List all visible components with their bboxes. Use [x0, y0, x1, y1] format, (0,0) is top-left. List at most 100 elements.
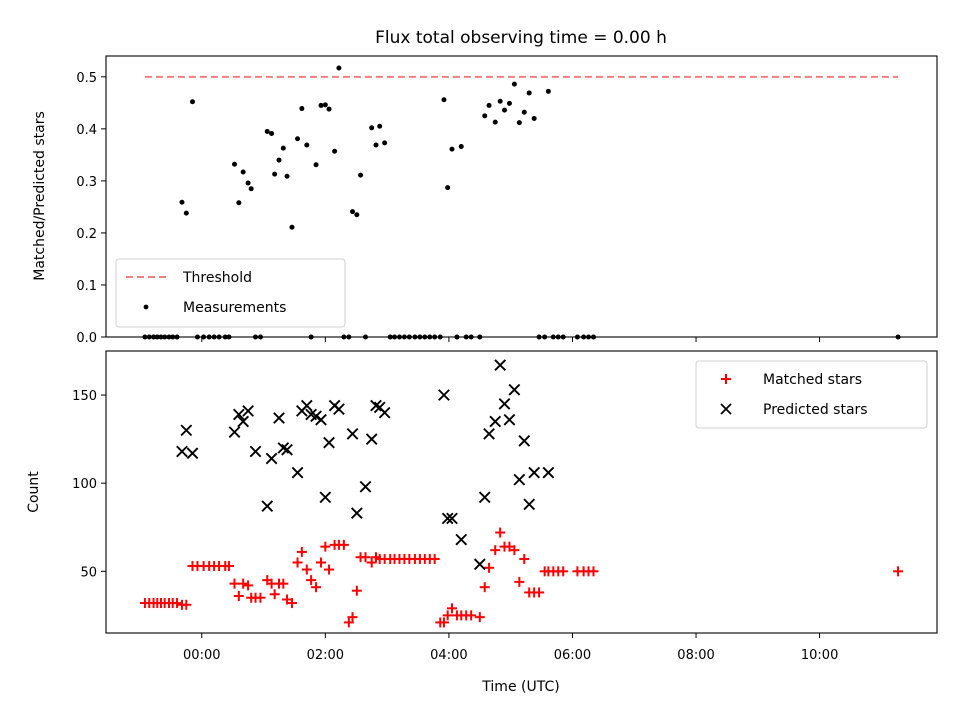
predicted-star-marker	[261, 500, 274, 512]
matched-star-marker	[172, 598, 183, 609]
top-y-tick-label: 0.1	[76, 279, 97, 294]
matched-star-marker	[514, 576, 525, 587]
predicted-star-marker	[273, 412, 285, 424]
measurement-point	[482, 113, 488, 119]
measurement-point	[369, 125, 375, 131]
matched-star-marker	[238, 578, 249, 589]
measurement-point	[284, 173, 290, 179]
bottom-y-axis: 50 100 150	[72, 389, 106, 580]
matched-star-marker	[338, 539, 349, 550]
matched-star-marker	[588, 566, 599, 577]
measurement-point	[492, 119, 498, 125]
top-y-axis: 0.0 0.1 0.2 0.3 0.4 0.5	[76, 71, 106, 346]
measurement-point	[276, 157, 282, 163]
matched-star-marker	[442, 610, 453, 621]
predicted-star-marker	[350, 507, 363, 520]
predicted-star-marker	[489, 415, 502, 428]
predicted-star-marker	[323, 436, 335, 449]
matched-star-marker	[233, 590, 244, 601]
predicted-star-marker	[378, 406, 391, 419]
matched-star-marker	[324, 564, 335, 575]
measurement-point	[295, 136, 301, 142]
measurement-point	[516, 120, 522, 126]
measurement-point	[245, 180, 251, 186]
predicted-star-marker	[370, 399, 382, 412]
predicted-star-marker	[498, 398, 511, 410]
measurement-point	[322, 102, 328, 108]
matched-star-marker	[490, 545, 501, 556]
predicted-star-marker	[441, 512, 454, 525]
measurement-point	[502, 107, 508, 113]
measurement-point	[304, 142, 310, 148]
predicted-star-marker	[446, 512, 458, 525]
bottom-y-tick-label: 100	[72, 477, 97, 492]
predicted-star-marker	[542, 466, 555, 479]
measurement-point	[441, 97, 447, 103]
measurement-point	[318, 102, 324, 108]
legend-measurements-swatch	[143, 304, 149, 310]
matched-star-marker	[296, 546, 307, 557]
matched-star-marker	[360, 552, 371, 563]
matched-star-marker	[446, 603, 457, 614]
matched-star-marker	[229, 578, 240, 589]
measurement-point	[280, 145, 286, 151]
matched-star-marker	[181, 599, 192, 610]
top-y-tick-label: 0.3	[76, 175, 97, 190]
bottom-y-tick-label: 150	[72, 389, 97, 404]
measurement-point	[272, 171, 278, 177]
predicted-star-marker	[277, 442, 290, 454]
matched-star-marker	[484, 562, 495, 573]
predicted-star-marker	[180, 424, 193, 437]
measurement-point	[486, 102, 492, 108]
bottom-x-axis-label: Time (UTC)	[481, 679, 559, 695]
measurement-point	[511, 81, 517, 87]
top-legend-box	[115, 258, 346, 328]
measurement-point	[545, 88, 551, 94]
predicted-star-marker	[513, 473, 526, 486]
bottom-y-axis-label: Count	[26, 471, 42, 513]
top-axes-frame	[105, 55, 938, 338]
predicted-star-marker	[333, 403, 345, 416]
predicted-star-marker	[281, 443, 293, 456]
bottom-data-layer	[139, 359, 904, 628]
matched-star-marker	[509, 545, 520, 556]
measurement-point	[299, 106, 305, 112]
matched-star-marker	[347, 612, 358, 623]
predicted-star-marker	[455, 533, 468, 546]
matched-star-marker	[558, 566, 569, 577]
top-y-tick-label: 0.4	[76, 123, 97, 138]
top-y-axis-label: Matched/Predicted stars	[32, 111, 48, 281]
measurement-point	[497, 98, 503, 104]
predicted-star-marker	[508, 383, 521, 396]
predicted-star-marker	[528, 466, 541, 479]
matched-star-marker	[438, 617, 449, 628]
predicted-star-marker	[186, 447, 199, 460]
top-y-tick-label: 0.5	[76, 71, 97, 86]
bottom-x-tick-label: 04:00	[430, 648, 467, 663]
matched-star-marker	[278, 578, 289, 589]
measurement-point	[445, 185, 451, 191]
predicted-star-marker	[478, 491, 491, 504]
bottom-x-tick-label: 00:00	[183, 648, 220, 663]
bottom-x-axis: 00:00 02:00 04:00 06:00 08:00 10:00	[183, 633, 838, 663]
matched-star-marker	[351, 585, 362, 596]
legend-predicted-label: Predicted stars	[763, 402, 868, 418]
matched-star-marker	[466, 610, 477, 621]
measurement-point	[264, 128, 270, 134]
top-y-tick-label: 0.2	[76, 227, 97, 242]
measurement-point	[354, 212, 360, 218]
bottom-x-tick-label: 06:00	[554, 648, 591, 663]
measurement-point	[269, 131, 275, 137]
legend-matched-swatch	[721, 374, 731, 384]
measurement-point	[179, 199, 185, 205]
predicted-star-marker	[346, 427, 359, 440]
matched-star-marker	[366, 557, 377, 568]
legend-threshold-label: Threshold	[182, 270, 252, 286]
predicted-star-marker	[291, 466, 304, 479]
legend-predicted-swatch	[720, 403, 732, 415]
measurement-point	[382, 140, 388, 146]
measurement-point	[526, 90, 532, 96]
predicted-star-marker	[494, 359, 507, 371]
